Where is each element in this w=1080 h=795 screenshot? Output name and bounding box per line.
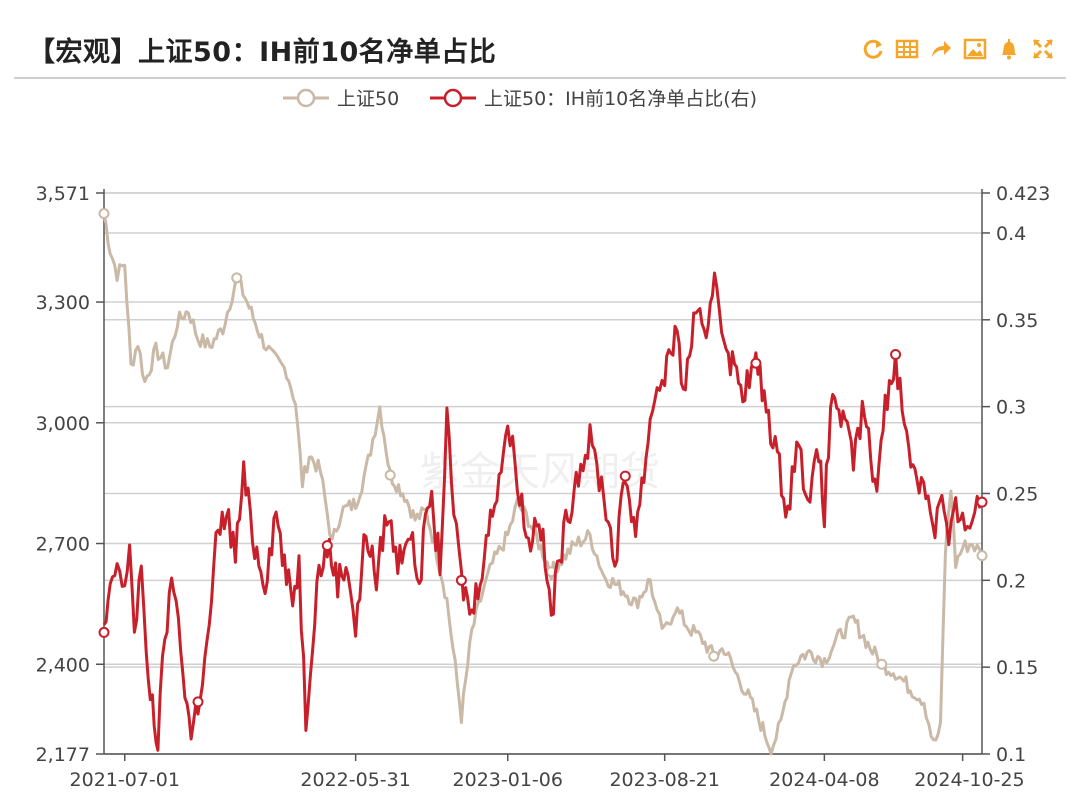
x-axis-tick-label-2: 2023-01-06 — [453, 769, 563, 791]
x-axis-tick-label-1: 2022-05-31 — [300, 769, 410, 791]
right-axis-tick-label-6: 0.15 — [996, 657, 1038, 679]
legend-swatch-sse50 — [283, 88, 329, 107]
right-axis-tick-label-4: 0.25 — [996, 483, 1038, 505]
right-axis-tick-label-1: 0.4 — [996, 223, 1026, 245]
left-axis-tick-label-0: 3,571 — [36, 183, 90, 205]
legend-label-sse50: 上证50 — [337, 88, 400, 110]
series-0-marker-28 — [384, 469, 396, 481]
series-1-marker-14 — [192, 696, 204, 708]
legend-label-ih-ratio: 上证50：IH前10名净单占比(右) — [484, 88, 758, 110]
series-1-marker-56 — [619, 470, 631, 482]
series-1-marker-94 — [976, 496, 988, 508]
series-1-marker-0 — [98, 626, 110, 638]
left-axis-tick-label-2: 3,000 — [36, 413, 90, 435]
series-1-marker-28 — [321, 540, 333, 552]
left-axis-tick-label-3: 2,700 — [36, 534, 90, 556]
share-icon[interactable] — [928, 36, 954, 62]
chart-title: 【宏观】上证50：IH前10名净单占比 — [28, 37, 497, 68]
series-1-marker-84 — [890, 349, 902, 361]
series-0-marker-0 — [98, 208, 110, 220]
x-axis-tick-label-3: 2023-08-21 — [609, 769, 719, 791]
series-1-marker-70 — [750, 357, 762, 369]
right-axis-tick-label-3: 0.3 — [996, 397, 1026, 419]
left-axis-tick-label-1: 3,300 — [36, 292, 90, 314]
legend-item-ih-ratio[interactable]: 上证50：IH前10名净单占比(右) — [430, 84, 757, 111]
right-axis-tick-label-5: 0.2 — [996, 570, 1026, 592]
series-line-0 — [102, 213, 984, 756]
watermark-text: 紫金天风期货 — [420, 449, 660, 495]
x-axis-tick-label-4: 2024-04-08 — [769, 769, 879, 791]
refresh-icon[interactable] — [860, 36, 886, 62]
right-axis-tick-label-2: 0.35 — [996, 310, 1038, 332]
series-0-marker-56 — [708, 650, 720, 662]
image-download-icon[interactable] — [962, 36, 988, 62]
legend-swatch-ih-ratio — [430, 88, 476, 107]
series-1-marker-42 — [455, 574, 467, 586]
chart-header: 【宏观】上证50：IH前10名净单占比 — [0, 0, 1080, 79]
x-axis-tick-label-0: 2021-07-01 — [70, 769, 180, 791]
right-axis-tick-label-7: 0.1 — [996, 744, 1026, 766]
x-axis-tick-label-5: 2024-10-25 — [914, 769, 1024, 791]
left-axis-tick-label-5: 2,177 — [36, 744, 90, 766]
series-0-marker-81 — [976, 550, 988, 562]
table-icon[interactable] — [894, 36, 920, 62]
chart-toolbar — [860, 36, 1056, 62]
series-0-marker-14 — [231, 272, 243, 284]
right-axis-tick-label-0: 0.423 — [996, 183, 1050, 205]
series-line-1 — [102, 271, 984, 752]
legend-item-sse50[interactable]: 上证50 — [283, 84, 399, 111]
chart-legend: 上证50 上证50：IH前10名净单占比(右) — [0, 84, 1080, 114]
series-0-marker-70 — [876, 658, 888, 670]
left-axis-tick-label-4: 2,400 — [36, 654, 90, 676]
bell-icon[interactable] — [996, 36, 1022, 62]
fullscreen-icon[interactable] — [1030, 36, 1056, 62]
header-divider — [14, 77, 1066, 79]
